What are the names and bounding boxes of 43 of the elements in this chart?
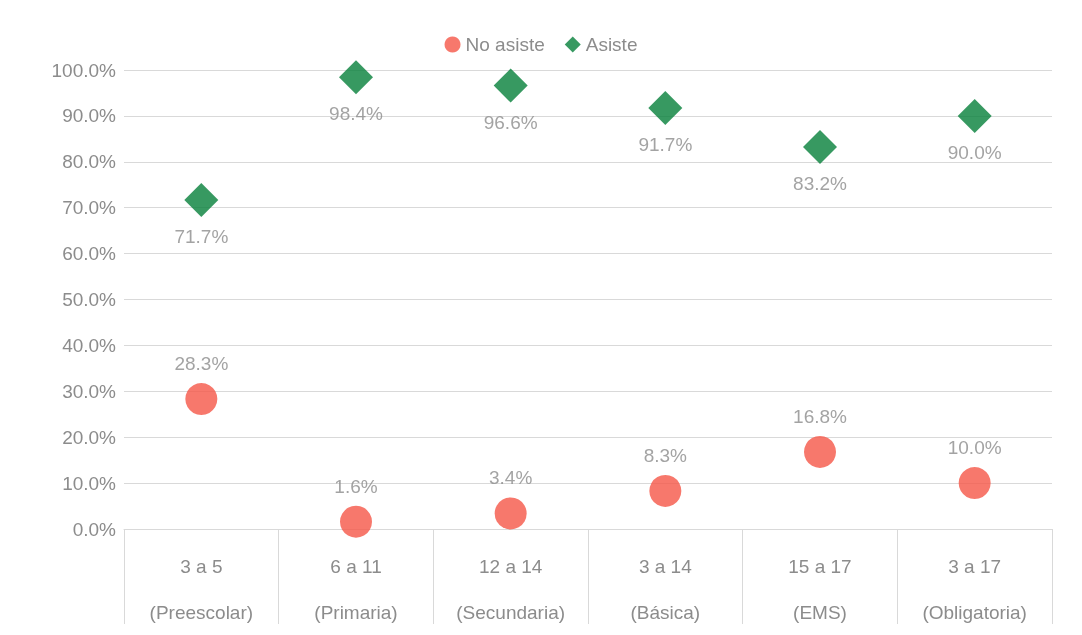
point xyxy=(339,60,373,95)
data-label: 8.3% xyxy=(643,444,688,466)
point xyxy=(184,182,219,217)
y-tick-label: 30.0% xyxy=(62,380,117,402)
data-label: 83.2% xyxy=(793,173,848,195)
point xyxy=(493,68,528,103)
point xyxy=(958,467,991,500)
point xyxy=(803,130,837,165)
category-label: 3 a 14 (Básica) xyxy=(630,555,701,623)
y-tick-label: 40.0% xyxy=(62,334,117,356)
y-tick-label: 60.0% xyxy=(62,243,117,265)
point xyxy=(804,435,836,468)
point xyxy=(649,474,682,507)
category-label: 12 a 14 (Secundaria) xyxy=(456,555,566,623)
y-tick-label: 80.0% xyxy=(62,151,117,173)
point xyxy=(340,505,372,538)
data-label: 98.4% xyxy=(329,103,384,125)
y-tick-label: 90.0% xyxy=(62,105,117,127)
data-label: 10.0% xyxy=(947,437,1002,459)
data-label: 16.8% xyxy=(793,405,848,427)
data-label: 28.3% xyxy=(174,353,229,375)
y-tick-label: 0.0% xyxy=(72,518,117,540)
point xyxy=(648,91,683,126)
category-label: 3 a 17 (Obligatoria) xyxy=(922,555,1027,623)
data-label: 3.4% xyxy=(489,467,533,489)
y-tick-label: 70.0% xyxy=(62,197,117,219)
y-tick-label: 50.0% xyxy=(62,289,117,310)
point xyxy=(957,98,992,133)
y-tick-label: 100.0% xyxy=(51,59,117,81)
category-label: 15 a 17 (EMS) xyxy=(788,555,852,623)
legend-label: Asiste xyxy=(585,34,638,55)
y-tick-label: 10.0% xyxy=(62,472,117,494)
data-label: 91.7% xyxy=(638,134,693,156)
data-label: 71.7% xyxy=(174,225,229,247)
point xyxy=(494,497,527,530)
legend-label: No asiste xyxy=(465,34,545,55)
data-label: 96.6% xyxy=(483,111,538,133)
data-label: 90.0% xyxy=(947,141,1002,163)
category-label: 6 a 11 (Primaria) xyxy=(314,555,398,623)
data-label: 1.6% xyxy=(334,475,378,497)
category-label: 3 a 5 (Preescolar) xyxy=(149,555,254,623)
y-tick-label: 20.0% xyxy=(62,426,117,448)
point xyxy=(185,383,218,416)
